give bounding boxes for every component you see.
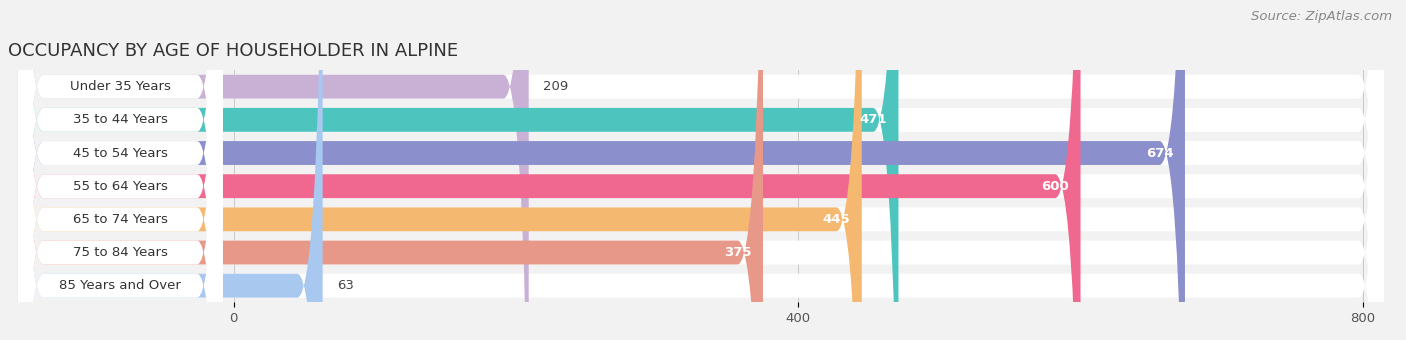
FancyBboxPatch shape bbox=[18, 0, 1081, 340]
Text: Under 35 Years: Under 35 Years bbox=[70, 80, 170, 93]
Text: 35 to 44 Years: 35 to 44 Years bbox=[73, 113, 167, 126]
FancyBboxPatch shape bbox=[18, 0, 1384, 340]
Text: 63: 63 bbox=[337, 279, 354, 292]
FancyBboxPatch shape bbox=[18, 0, 222, 340]
FancyBboxPatch shape bbox=[18, 0, 862, 340]
FancyBboxPatch shape bbox=[18, 0, 222, 340]
Text: 55 to 64 Years: 55 to 64 Years bbox=[73, 180, 167, 193]
Text: 674: 674 bbox=[1146, 147, 1174, 159]
FancyBboxPatch shape bbox=[18, 0, 1384, 340]
FancyBboxPatch shape bbox=[18, 0, 322, 340]
Text: Source: ZipAtlas.com: Source: ZipAtlas.com bbox=[1251, 10, 1392, 23]
FancyBboxPatch shape bbox=[18, 0, 529, 340]
Text: 45 to 54 Years: 45 to 54 Years bbox=[73, 147, 167, 159]
Text: OCCUPANCY BY AGE OF HOUSEHOLDER IN ALPINE: OCCUPANCY BY AGE OF HOUSEHOLDER IN ALPIN… bbox=[8, 42, 458, 60]
FancyBboxPatch shape bbox=[18, 0, 763, 340]
FancyBboxPatch shape bbox=[18, 0, 222, 340]
FancyBboxPatch shape bbox=[18, 0, 222, 340]
FancyBboxPatch shape bbox=[18, 0, 1384, 340]
FancyBboxPatch shape bbox=[18, 0, 898, 340]
Text: 600: 600 bbox=[1042, 180, 1069, 193]
FancyBboxPatch shape bbox=[18, 0, 222, 340]
FancyBboxPatch shape bbox=[18, 0, 1384, 340]
FancyBboxPatch shape bbox=[18, 0, 1384, 340]
Text: 445: 445 bbox=[823, 213, 851, 226]
FancyBboxPatch shape bbox=[18, 0, 1384, 340]
FancyBboxPatch shape bbox=[18, 0, 1384, 340]
FancyBboxPatch shape bbox=[18, 0, 1185, 340]
Text: 85 Years and Over: 85 Years and Over bbox=[59, 279, 181, 292]
Text: 375: 375 bbox=[724, 246, 752, 259]
Text: 65 to 74 Years: 65 to 74 Years bbox=[73, 213, 167, 226]
Text: 471: 471 bbox=[859, 113, 887, 126]
Text: 75 to 84 Years: 75 to 84 Years bbox=[73, 246, 167, 259]
FancyBboxPatch shape bbox=[18, 0, 222, 340]
Text: 209: 209 bbox=[543, 80, 568, 93]
FancyBboxPatch shape bbox=[18, 0, 222, 340]
